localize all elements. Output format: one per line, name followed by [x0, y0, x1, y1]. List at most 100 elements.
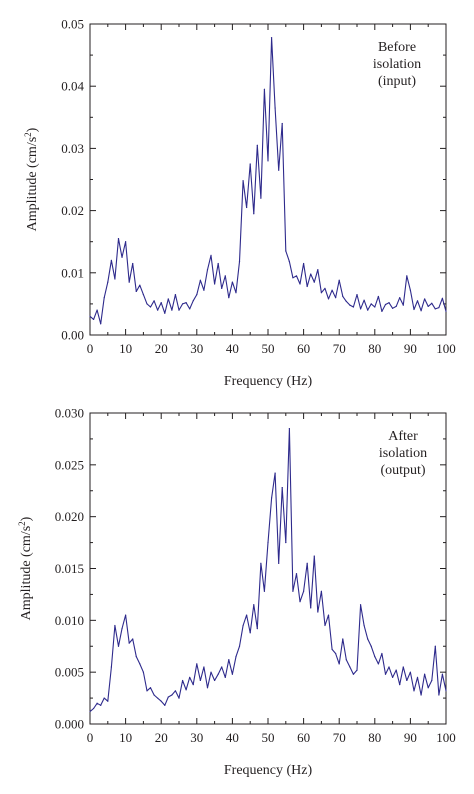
annotation-line: (input): [378, 74, 416, 89]
chart-panel-2: 0 10 20 30 40 50 60 70 80 90 100 0.000 0.005 0.010 0.0…: [17, 406, 456, 779]
data-point: [167, 298, 169, 300]
data-point: [292, 277, 294, 279]
y-tick-label: 0.030: [55, 406, 84, 421]
data-point: [267, 160, 269, 162]
data-point: [125, 614, 127, 616]
data-point: [441, 297, 444, 299]
data-point: [260, 197, 262, 199]
data-point: [285, 541, 287, 544]
x-tick-label: 50: [262, 341, 275, 356]
data-point: [117, 237, 120, 240]
data-point: [413, 690, 415, 692]
data-point: [114, 278, 116, 280]
data-point: [388, 666, 390, 668]
data-point: [424, 298, 426, 300]
data-point: [317, 269, 319, 271]
data-point: [221, 287, 223, 289]
data-point: [331, 289, 333, 291]
data-point: [196, 663, 198, 665]
chart-panel-1: 0 10 20 30 40 50 60 70 80 90 100 0.00 0.01 0.02 0.03 0.…: [23, 17, 456, 390]
data-point: [228, 297, 230, 299]
data-point: [192, 684, 194, 686]
data-point: [381, 652, 383, 655]
x-tick-label: 80: [368, 730, 381, 745]
data-point: [157, 697, 159, 699]
x-tick-label: 40: [226, 341, 239, 356]
x-tick-label: 10: [119, 341, 132, 356]
data-point: [384, 673, 387, 675]
y-tick-label: 0.01: [61, 265, 84, 280]
data-point: [359, 308, 362, 310]
data-point: [274, 107, 276, 109]
y-tick-label: 0.00: [61, 328, 84, 343]
data-point: [235, 292, 237, 294]
data-point: [303, 590, 305, 592]
data-point: [420, 310, 422, 312]
data-point: [238, 645, 241, 647]
x-tick-label: 20: [155, 341, 168, 356]
data-point: [164, 704, 166, 706]
data-point: [221, 666, 223, 668]
data-point: [185, 302, 187, 304]
data-point: [295, 573, 298, 575]
x-tick-label: 100: [436, 341, 456, 356]
data-point: [228, 659, 230, 661]
data-point: [238, 261, 241, 263]
annotation-line: isolation: [373, 57, 421, 72]
data-point: [256, 144, 258, 146]
data-point: [199, 679, 201, 682]
data-point: [402, 666, 404, 668]
data-point: [445, 310, 447, 312]
y-tick-label: 0.000: [55, 717, 84, 732]
data-point: [377, 295, 379, 298]
data-point: [128, 281, 130, 283]
data-point: [377, 663, 379, 665]
y-tick-label: 0.03: [61, 141, 84, 156]
data-point: [299, 283, 301, 285]
data-point: [178, 309, 180, 311]
data-point: [359, 604, 362, 606]
data-point: [235, 656, 237, 658]
data-point: [135, 656, 137, 658]
data-point: [331, 648, 333, 650]
data-point: [246, 614, 248, 616]
data-point: [306, 562, 308, 564]
x-tick-label: 50: [262, 730, 275, 745]
data-point: [100, 704, 102, 706]
data-point: [342, 638, 344, 640]
data-point: [278, 562, 280, 564]
x-tick-label: 90: [404, 730, 417, 745]
data-point: [192, 300, 194, 302]
data-point: [320, 590, 322, 592]
data-point: [181, 303, 184, 305]
data-point: [313, 555, 315, 557]
data-point: [399, 684, 401, 686]
data-point: [406, 679, 408, 682]
data-point: [110, 259, 112, 261]
data-point: [267, 541, 269, 544]
data-point: [370, 303, 372, 305]
y-axis-label-text: Amplitude (cm/s: [25, 137, 40, 232]
y-axis-label-close: ): [19, 516, 34, 521]
data-point: [270, 497, 273, 499]
data-point: [210, 671, 212, 673]
data-point: [367, 309, 369, 311]
y-tick-label: 0.025: [55, 457, 84, 472]
data-point: [174, 690, 177, 692]
data-point: [203, 289, 205, 291]
data-point: [128, 642, 130, 644]
data-point: [110, 666, 112, 668]
data-point: [89, 315, 91, 317]
data-point: [167, 696, 169, 698]
data-point: [231, 673, 233, 675]
data-point: [281, 487, 283, 489]
data-point: [160, 700, 162, 702]
x-tick-label: 70: [333, 341, 346, 356]
data-point: [406, 275, 408, 277]
annotation-line: (output): [380, 463, 425, 478]
data-point: [196, 293, 198, 296]
x-tick-label: 10: [119, 730, 132, 745]
data-point: [270, 37, 273, 39]
data-point: [338, 663, 340, 665]
data-point: [274, 472, 276, 474]
